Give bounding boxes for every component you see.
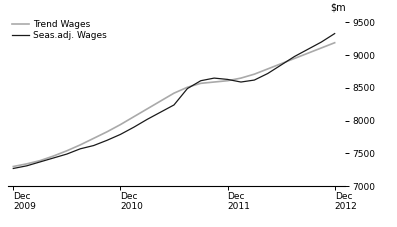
Trend Wages <box>51 155 56 157</box>
Legend: Trend Wages, Seas.adj. Wages: Trend Wages, Seas.adj. Wages <box>11 19 109 42</box>
Seas.adj. Wages <box>11 167 15 170</box>
Trend Wages <box>279 62 283 65</box>
Trend Wages <box>64 149 69 152</box>
Trend Wages <box>225 79 230 82</box>
Seas.adj. Wages <box>91 144 96 147</box>
Seas.adj. Wages <box>24 165 29 167</box>
Seas.adj. Wages <box>78 148 83 150</box>
Line: Seas.adj. Wages: Seas.adj. Wages <box>13 34 335 168</box>
Seas.adj. Wages <box>185 87 190 90</box>
Seas.adj. Wages <box>306 48 310 51</box>
Seas.adj. Wages <box>131 126 136 128</box>
Trend Wages <box>131 115 136 118</box>
Trend Wages <box>38 159 42 162</box>
Trend Wages <box>185 86 190 89</box>
Trend Wages <box>158 100 163 102</box>
Trend Wages <box>11 165 15 168</box>
Seas.adj. Wages <box>64 153 69 155</box>
Text: $m: $m <box>330 2 345 12</box>
Trend Wages <box>172 92 176 94</box>
Trend Wages <box>78 143 83 146</box>
Seas.adj. Wages <box>225 78 230 81</box>
Seas.adj. Wages <box>332 32 337 35</box>
Seas.adj. Wages <box>279 64 283 66</box>
Seas.adj. Wages <box>212 77 216 79</box>
Trend Wages <box>118 123 123 126</box>
Seas.adj. Wages <box>38 160 42 163</box>
Seas.adj. Wages <box>172 104 176 106</box>
Trend Wages <box>91 137 96 140</box>
Trend Wages <box>198 82 203 85</box>
Trend Wages <box>319 47 324 49</box>
Seas.adj. Wages <box>118 133 123 136</box>
Trend Wages <box>332 41 337 44</box>
Trend Wages <box>265 68 270 70</box>
Seas.adj. Wages <box>239 81 243 83</box>
Seas.adj. Wages <box>145 118 150 121</box>
Trend Wages <box>212 81 216 83</box>
Seas.adj. Wages <box>198 79 203 82</box>
Seas.adj. Wages <box>252 79 257 81</box>
Seas.adj. Wages <box>158 111 163 114</box>
Seas.adj. Wages <box>292 55 297 58</box>
Seas.adj. Wages <box>105 139 110 142</box>
Line: Trend Wages: Trend Wages <box>13 43 335 166</box>
Trend Wages <box>239 77 243 79</box>
Trend Wages <box>24 163 29 165</box>
Trend Wages <box>292 57 297 60</box>
Seas.adj. Wages <box>265 72 270 75</box>
Trend Wages <box>105 131 110 133</box>
Seas.adj. Wages <box>51 157 56 159</box>
Trend Wages <box>145 108 150 110</box>
Trend Wages <box>306 52 310 54</box>
Trend Wages <box>252 73 257 76</box>
Seas.adj. Wages <box>319 41 324 43</box>
